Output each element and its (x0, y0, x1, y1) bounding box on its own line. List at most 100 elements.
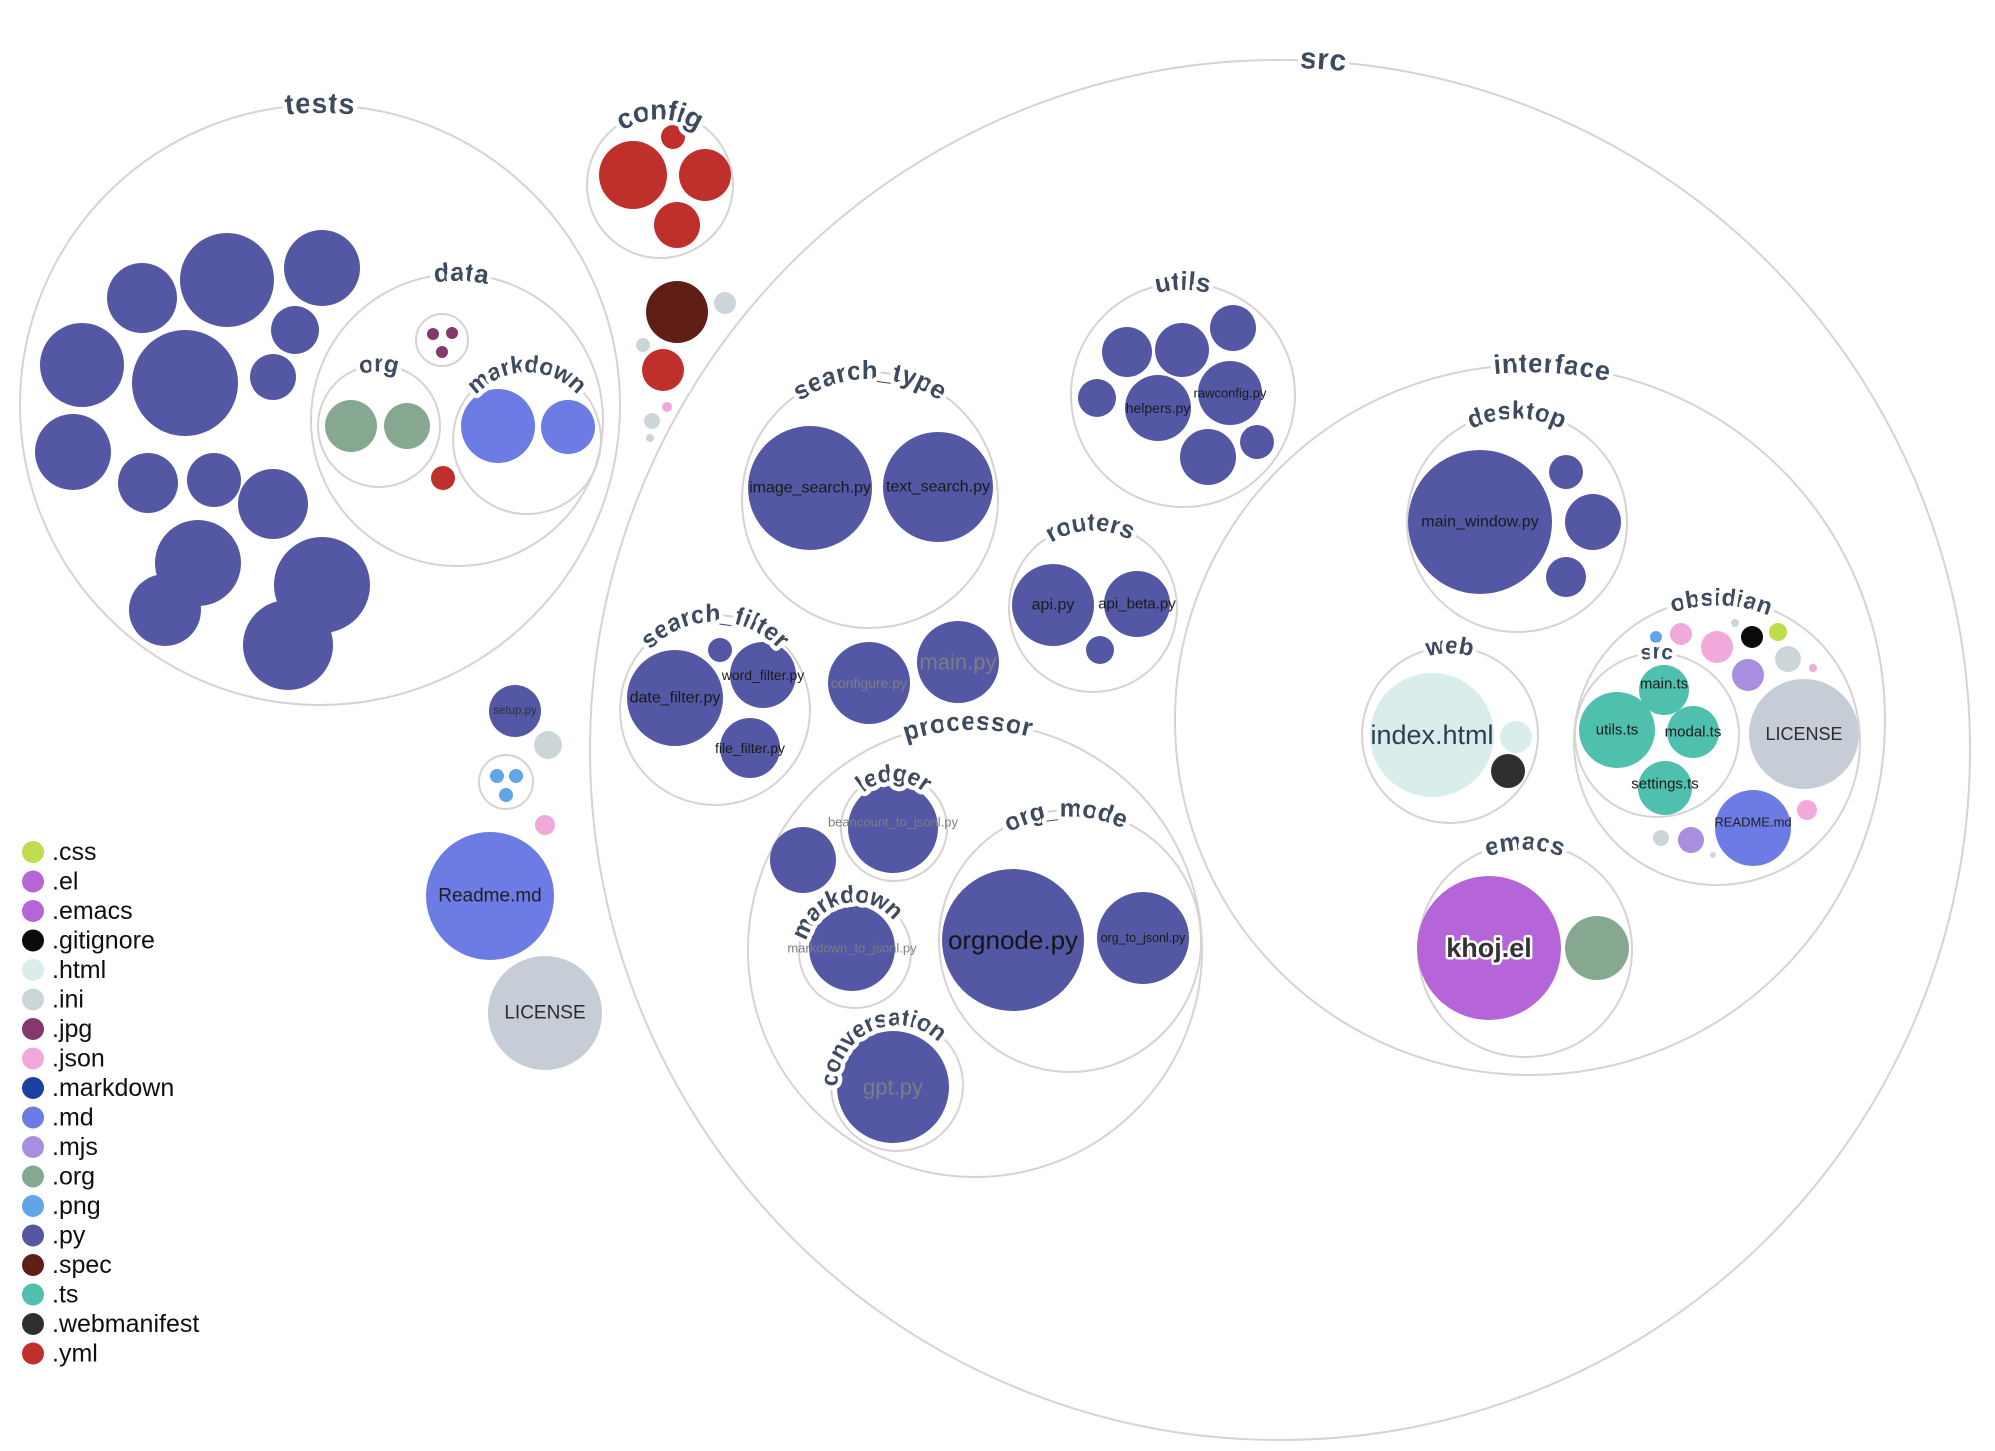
png-2-file-circle[interactable] (509, 769, 523, 783)
data-markdown-folder-circle[interactable] (452, 365, 602, 515)
org-2-file-circle[interactable] (384, 403, 430, 449)
configure-py-file-circle[interactable] (828, 642, 910, 724)
ob-mjs-2-file-circle[interactable] (1678, 827, 1704, 853)
root-yml-file-circle[interactable] (642, 349, 684, 391)
ob-json-3-file-circle[interactable] (1809, 664, 1817, 672)
conversation-folder-circle[interactable] (830, 1018, 964, 1152)
tests-py-1-file-circle[interactable] (107, 263, 177, 333)
png-3-file-circle[interactable] (499, 788, 513, 802)
web-folder-circle[interactable] (1361, 646, 1539, 824)
utils-folder-circle[interactable] (1070, 282, 1296, 508)
jpg-3-file-circle[interactable] (436, 346, 448, 358)
utils-py-3-file-circle[interactable] (1210, 305, 1256, 351)
processor-folder-circle[interactable] (747, 722, 1203, 1178)
rawconfig-py-file-circle[interactable] (1198, 361, 1262, 425)
tests-py-3-file-circle[interactable] (284, 230, 360, 306)
config-folder-circle[interactable] (586, 111, 734, 259)
ob-gitignore-file-circle[interactable] (1741, 626, 1763, 648)
tests-py-2-file-circle[interactable] (180, 233, 274, 327)
index-html-file-circle[interactable] (1370, 673, 1494, 797)
root-spec-file-circle[interactable] (646, 281, 708, 343)
org-1-file-circle[interactable] (325, 400, 377, 452)
data-images-folder-circle[interactable] (415, 313, 469, 367)
helpers-py-file-circle[interactable] (1125, 375, 1191, 441)
sf-py-file-circle[interactable] (708, 638, 732, 662)
ob-png-file-circle[interactable] (1650, 631, 1662, 643)
main-ts-file-circle[interactable] (1639, 665, 1689, 715)
readme-obsidian-file-circle[interactable] (1715, 790, 1791, 866)
ob-css-file-circle[interactable] (1769, 623, 1787, 641)
setup-py-file-circle[interactable] (489, 685, 541, 737)
org_mode-folder-circle[interactable] (938, 809, 1202, 1073)
org-to-jsonl-py-file-circle[interactable] (1097, 892, 1189, 984)
desktop-py-2-file-circle[interactable] (1565, 494, 1621, 550)
md-2-file-circle[interactable] (541, 400, 595, 454)
root-ini-4-file-circle[interactable] (646, 434, 654, 442)
text-search-py-file-circle[interactable] (883, 432, 993, 542)
config-yml-2-file-circle[interactable] (661, 125, 685, 149)
utils-py-4-file-circle[interactable] (1078, 379, 1116, 417)
interface-folder-circle[interactable] (1174, 364, 1886, 1076)
config-yml-4-file-circle[interactable] (654, 202, 700, 248)
jpg-2-file-circle[interactable] (446, 327, 458, 339)
license-root-file-circle[interactable] (488, 956, 602, 1070)
date-filter-py-file-circle[interactable] (627, 650, 723, 746)
ob-json-4-file-circle[interactable] (1797, 800, 1817, 820)
obsidian-folder-circle[interactable] (1573, 598, 1861, 886)
routers-py-file-circle[interactable] (1086, 636, 1114, 664)
ob-ini-3-file-circle[interactable] (1653, 830, 1669, 846)
readme-md-file-circle[interactable] (426, 832, 554, 960)
ob-json-1-file-circle[interactable] (1670, 623, 1692, 645)
tests-py-8-file-circle[interactable] (35, 414, 111, 490)
search_type-folder-circle[interactable] (741, 371, 999, 629)
image-search-py-file-circle[interactable] (748, 426, 872, 550)
file-filter-py-file-circle[interactable] (720, 718, 780, 778)
ledger-folder-circle[interactable] (840, 774, 948, 882)
tests-folder-circle[interactable] (19, 104, 621, 706)
tests-py-9-file-circle[interactable] (118, 453, 178, 513)
modal-ts-file-circle[interactable] (1667, 706, 1719, 758)
search_filter-folder-circle[interactable] (619, 614, 811, 806)
root-json-2-file-circle[interactable] (535, 815, 555, 835)
main-py-file-circle[interactable] (917, 621, 999, 703)
license-obsidian-file-circle[interactable] (1749, 679, 1859, 789)
utils-py-6-file-circle[interactable] (1240, 425, 1274, 459)
utils-py-1-file-circle[interactable] (1102, 327, 1152, 377)
gpt-py-file-circle[interactable] (837, 1031, 949, 1143)
root-ini-2-file-circle[interactable] (636, 338, 650, 352)
desktop-py-1-file-circle[interactable] (1549, 455, 1583, 489)
root-images-folder-circle[interactable] (478, 754, 534, 810)
proc-markdown-folder-circle[interactable] (798, 895, 912, 1009)
png-1-file-circle[interactable] (490, 769, 504, 783)
obsidian-src-folder-circle[interactable] (1574, 652, 1740, 818)
web-html-2-file-circle[interactable] (1500, 721, 1532, 753)
tests-py-15-file-circle[interactable] (243, 600, 333, 690)
ob-ini-2-file-circle[interactable] (1775, 646, 1801, 672)
tests-py-5-file-circle[interactable] (40, 323, 124, 407)
config-yml-1-file-circle[interactable] (599, 141, 667, 209)
utils-ts-file-circle[interactable] (1579, 692, 1655, 768)
routers-folder-circle[interactable] (1008, 523, 1178, 693)
api-beta-py-file-circle[interactable] (1104, 571, 1170, 637)
settings-ts-file-circle[interactable] (1638, 761, 1692, 815)
data-folder-circle[interactable] (310, 273, 604, 567)
main-window-py-file-circle[interactable] (1408, 450, 1552, 594)
tests-py-7-file-circle[interactable] (250, 354, 296, 400)
data-yml-file-circle[interactable] (431, 466, 455, 490)
ob-mjs-1-file-circle[interactable] (1732, 659, 1764, 691)
webmanifest-file-circle[interactable] (1491, 754, 1525, 788)
root-ini-1-file-circle[interactable] (714, 292, 736, 314)
ob-ini-4-file-circle[interactable] (1710, 852, 1716, 858)
tests-py-6-file-circle[interactable] (132, 330, 238, 436)
utils-py-5-file-circle[interactable] (1180, 429, 1236, 485)
processor-py-file-circle[interactable] (770, 827, 836, 893)
root-ini-5-file-circle[interactable] (534, 731, 562, 759)
tests-py-4-file-circle[interactable] (271, 306, 319, 354)
root-json-1-file-circle[interactable] (662, 402, 672, 412)
tests-py-10-file-circle[interactable] (187, 453, 241, 507)
utils-py-2-file-circle[interactable] (1155, 323, 1209, 377)
src-folder-circle[interactable] (589, 59, 1971, 1441)
beancount-py-file-circle[interactable] (848, 783, 938, 873)
ob-ini-1-file-circle[interactable] (1731, 619, 1739, 627)
khoj-el-file-circle[interactable] (1417, 876, 1561, 1020)
